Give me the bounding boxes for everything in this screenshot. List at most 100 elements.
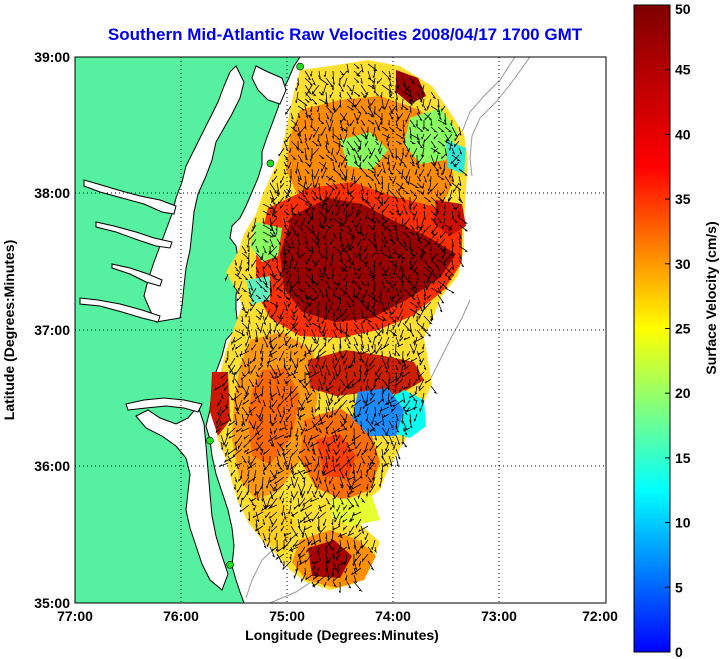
- velocity-arrow: [316, 280, 320, 288]
- velocity-arrow: [297, 196, 310, 204]
- velocity-arrow: [345, 126, 348, 134]
- velocity-arrow: [314, 175, 320, 189]
- velocity-arrow: [346, 231, 357, 238]
- velocity-arrow: [371, 266, 376, 279]
- velocity-arrow: [233, 483, 236, 490]
- velocity-arrow: [321, 168, 327, 180]
- velocity-arrow: [363, 287, 369, 298]
- velocity-arrow: [346, 63, 349, 74]
- velocity-arrow: [269, 273, 279, 281]
- velocity-arrow: [377, 203, 383, 210]
- velocity-arrow: [276, 266, 282, 277]
- velocity-arrow: [374, 546, 377, 554]
- velocity-arrow: [409, 266, 419, 275]
- velocity-arrow: [282, 560, 292, 570]
- velocity-arrow: [304, 140, 310, 150]
- velocity-arrow: [269, 266, 276, 277]
- velocity-arrow: [424, 238, 432, 248]
- velocity-arrow: [348, 259, 355, 270]
- velocity-arrow: [430, 210, 438, 216]
- velocity-arrow: [337, 427, 348, 433]
- velocity-arrow: [255, 315, 262, 320]
- velocity-arrow: [318, 70, 321, 80]
- velocity-arrow: [316, 546, 320, 556]
- velocity-arrow: [386, 133, 390, 143]
- velocity-arrow: [367, 308, 377, 316]
- velocity-arrow: [383, 448, 390, 455]
- velocity-arrow: [274, 469, 278, 478]
- velocity-arrow: [325, 483, 330, 493]
- velocity-arrow: [405, 84, 411, 93]
- velocity-arrow: [367, 420, 376, 432]
- velocity-arrow: [291, 448, 299, 457]
- velocity-arrow: [238, 441, 243, 450]
- velocity-arrow: [263, 294, 271, 304]
- velocity-arrow: [274, 434, 285, 440]
- velocity-arrow: [321, 357, 327, 369]
- velocity-arrow: [276, 315, 282, 320]
- velocity-arrow: [259, 343, 264, 355]
- velocity-arrow: [381, 280, 385, 289]
- velocity-arrow: [274, 371, 278, 379]
- x-tick-label: 73:00: [481, 608, 517, 624]
- velocity-arrow: [309, 315, 313, 322]
- velocity-arrow: [458, 245, 468, 252]
- velocity-arrow: [278, 399, 285, 408]
- velocity-arrow: [295, 91, 299, 104]
- velocity-arrow: [318, 413, 324, 426]
- velocity-arrow: [262, 539, 267, 550]
- velocity-arrow: [251, 497, 257, 502]
- velocity-arrow: [269, 406, 275, 413]
- velocity-arrow: [229, 364, 236, 375]
- velocity-arrow: [409, 245, 415, 253]
- velocity-arrow: [290, 252, 294, 262]
- velocity-arrow: [235, 427, 243, 433]
- velocity-arrow: [342, 350, 348, 361]
- velocity-arrow: [318, 532, 321, 543]
- velocity-arrow: [357, 266, 362, 272]
- velocity-arrow: [269, 413, 272, 425]
- velocity-arrow: [401, 371, 411, 378]
- velocity-arrow: [379, 343, 390, 351]
- velocity-arrow: [259, 322, 264, 334]
- velocity-arrow: [392, 175, 397, 185]
- velocity-arrow: [381, 273, 389, 284]
- velocity-arrow: [348, 504, 355, 510]
- velocity-arrow: [327, 203, 334, 214]
- velocity-arrow: [443, 259, 446, 267]
- velocity-arrow: [361, 350, 369, 354]
- velocity-arrow: [311, 476, 318, 488]
- velocity-arrow: [297, 294, 306, 304]
- velocity-arrow: [302, 469, 313, 475]
- velocity-arrow: [337, 385, 341, 392]
- velocity-arrow: [304, 441, 311, 452]
- velocity-arrow: [346, 532, 355, 537]
- velocity-arrow: [458, 259, 465, 268]
- velocity-arrow: [333, 399, 341, 406]
- velocity-arrow: [325, 455, 329, 470]
- velocity-arrow: [451, 147, 456, 155]
- velocity-arrow: [450, 154, 460, 165]
- velocity-arrow: [291, 385, 299, 394]
- velocity-arrow: [364, 259, 369, 268]
- velocity-arrow: [328, 413, 334, 420]
- velocity-arrow: [426, 98, 432, 111]
- velocity-arrow: [402, 77, 406, 88]
- velocity-arrow: [290, 420, 293, 430]
- velocity-arrow: [409, 231, 415, 235]
- velocity-arrow: [409, 140, 417, 144]
- velocity-arrow: [402, 238, 407, 248]
- velocity-arrow: [216, 413, 222, 426]
- y-tick-label: 36:00: [34, 458, 70, 474]
- velocity-arrow: [409, 294, 417, 300]
- velocity-arrow: [304, 245, 313, 252]
- velocity-arrow: [327, 301, 334, 313]
- velocity-arrow: [344, 567, 348, 574]
- velocity-arrow: [283, 357, 286, 370]
- velocity-arrow: [260, 350, 264, 362]
- velocity-arrow: [225, 448, 229, 458]
- velocity-arrow: [353, 112, 359, 125]
- velocity-arrow: [422, 140, 425, 149]
- velocity-arrow: [437, 105, 441, 116]
- velocity-arrow: [315, 357, 320, 368]
